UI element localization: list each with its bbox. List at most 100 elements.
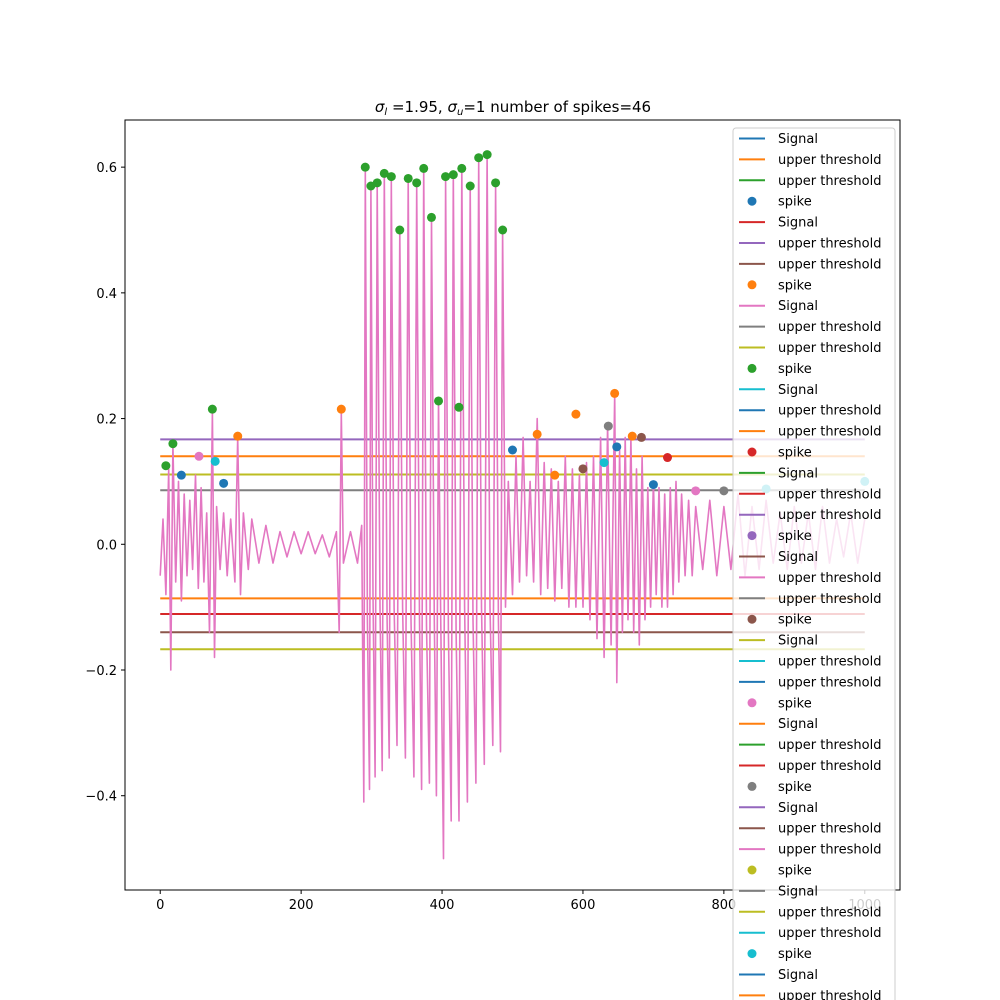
spike-point <box>434 396 444 406</box>
y-tick-label: 0.2 <box>96 413 117 428</box>
spike-point <box>532 429 542 439</box>
legend-label: spike <box>778 613 812 628</box>
legend-label: upper threshold <box>778 257 881 272</box>
legend-dot-swatch <box>747 781 757 791</box>
legend-label: Signal <box>778 466 818 481</box>
spike-point <box>448 170 458 180</box>
legend-dot-swatch <box>747 949 757 959</box>
legend-label: spike <box>778 780 812 795</box>
legend-label: upper threshold <box>778 404 881 419</box>
x-tick-label: 200 <box>289 898 314 913</box>
spike-markers <box>161 150 870 496</box>
spike-point <box>360 162 370 172</box>
title-mid: =1.95, <box>387 98 447 116</box>
spike-point <box>465 181 475 191</box>
legend-label: upper threshold <box>778 508 881 523</box>
spike-point <box>474 153 484 163</box>
legend-label: upper threshold <box>778 487 881 502</box>
spike-point <box>426 212 436 222</box>
spike-point <box>612 442 622 452</box>
spike-point <box>454 402 464 412</box>
spike-point <box>482 150 492 160</box>
legend: Signal upper threshold upper threshold spik… <box>732 127 896 1000</box>
legend-label: upper threshold <box>778 341 881 356</box>
y-axis: −0.4 −0.2 0.0 0.2 0.4 0.6 <box>85 161 125 805</box>
legend-label: Signal <box>778 299 818 314</box>
legend-label: upper threshold <box>778 571 881 586</box>
legend-dot-swatch <box>747 865 757 875</box>
legend-label: upper threshold <box>778 655 881 670</box>
spike-point <box>599 458 609 468</box>
x-tick-label: 400 <box>430 898 455 913</box>
x-tick-label: 0 <box>156 898 164 913</box>
legend-dot-swatch <box>747 614 757 624</box>
legend-label: upper threshold <box>778 989 881 1000</box>
spike-point <box>372 178 382 188</box>
title-sigma-l: σ <box>375 98 385 116</box>
legend-dot-swatch <box>747 363 757 373</box>
legend-label: spike <box>778 696 812 711</box>
spike-point <box>627 431 637 441</box>
legend-label: spike <box>778 529 812 544</box>
signal-line <box>159 153 866 860</box>
legend-label: upper threshold <box>778 759 881 774</box>
legend-label: Signal <box>778 634 818 649</box>
spike-point <box>194 451 204 461</box>
legend-label: upper threshold <box>778 843 881 858</box>
plot-frame <box>124 119 901 891</box>
spike-point <box>210 456 220 466</box>
legend-label: Signal <box>778 550 818 565</box>
spike-point <box>219 478 229 488</box>
spike-point <box>663 453 672 463</box>
spike-point <box>691 486 701 496</box>
legend-label: Signal <box>778 884 818 899</box>
legend-label: spike <box>778 947 812 962</box>
y-tick-label: 0.6 <box>96 161 117 176</box>
signal-series <box>159 153 866 860</box>
spike-point <box>395 225 405 235</box>
spike-point <box>636 432 646 442</box>
y-tick-label: −0.2 <box>85 664 117 679</box>
legend-label: Signal <box>778 383 818 398</box>
spike-point <box>168 439 178 449</box>
x-tick-label: 600 <box>571 898 596 913</box>
legend-dot-swatch <box>747 698 757 708</box>
spike-point <box>207 404 217 414</box>
y-tick-label: −0.4 <box>85 790 117 805</box>
spike-point <box>719 486 729 496</box>
title-tail: =1 number of spikes=46 <box>463 98 651 116</box>
spike-point <box>161 461 171 471</box>
spike-point <box>457 163 467 173</box>
spike-point <box>610 388 620 398</box>
legend-label: Signal <box>778 132 818 147</box>
title-sub-u: u <box>457 107 463 118</box>
legend-label: upper threshold <box>778 675 881 690</box>
spike-point <box>233 431 243 441</box>
legend-label: upper threshold <box>778 738 881 753</box>
spike-point <box>379 168 389 178</box>
legend-dot-swatch <box>747 531 757 541</box>
legend-label: Signal <box>778 801 818 816</box>
legend-label: upper threshold <box>778 320 881 335</box>
chart-title: σl =1.95, σu=1 number of spikes=46 <box>375 98 651 118</box>
legend-dot-swatch <box>747 447 757 457</box>
spike-point <box>412 178 422 188</box>
title-sub-l: l <box>384 107 387 118</box>
legend-dot-swatch <box>747 280 757 290</box>
x-tick-label: 800 <box>711 898 736 913</box>
y-tick-label: 0.0 <box>96 538 117 553</box>
legend-label: upper threshold <box>778 822 881 837</box>
spike-point <box>441 172 451 182</box>
legend-label: spike <box>778 278 812 293</box>
legend-label: upper threshold <box>778 425 881 440</box>
legend-label: spike <box>778 195 812 210</box>
spike-point <box>403 173 413 183</box>
spike-point <box>491 178 501 188</box>
legend-label: spike <box>778 446 812 461</box>
legend-label: upper threshold <box>778 926 881 941</box>
legend-label: upper threshold <box>778 905 881 920</box>
spike-point <box>386 172 396 182</box>
legend-box <box>732 127 896 1000</box>
spike-point <box>571 409 581 419</box>
